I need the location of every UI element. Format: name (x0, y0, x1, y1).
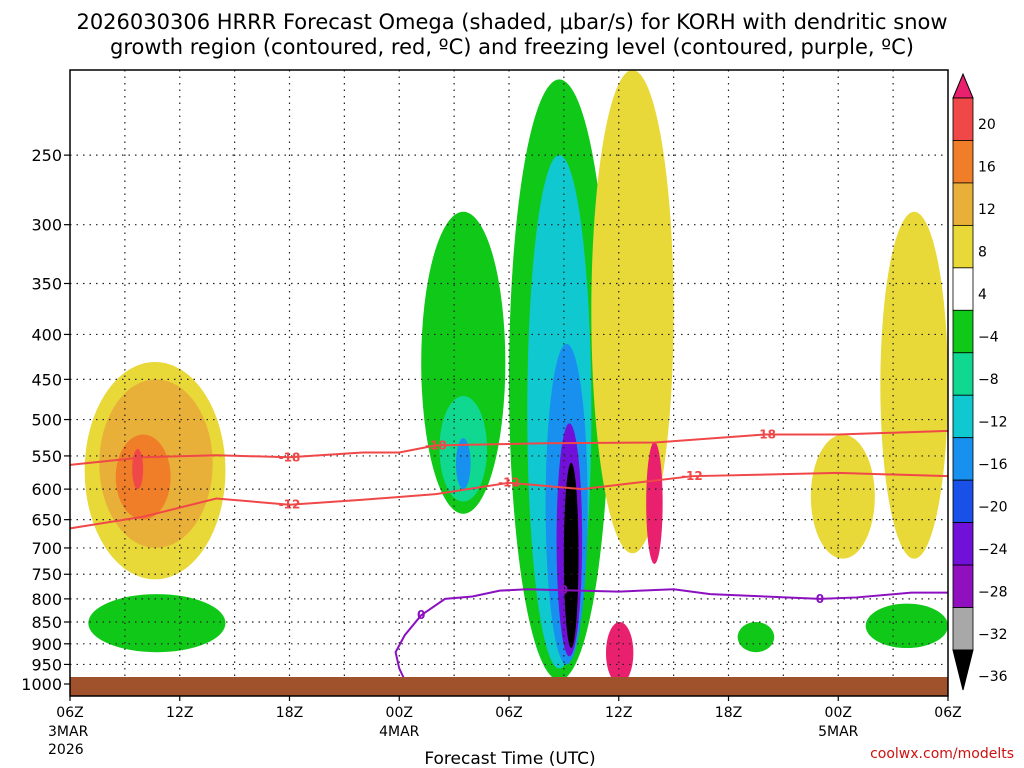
omega-region-15 (880, 211, 948, 559)
xtick-label-2: 18Z (276, 705, 303, 721)
xtick-label-5: 12Z (605, 705, 632, 721)
omega-region-11 (563, 462, 579, 649)
x-axis-label: Forecast Time (UTC) (424, 749, 595, 768)
ytick-label-650: 650 (31, 511, 62, 530)
xtick-year-0: 2026 (48, 742, 84, 758)
grid-lines (70, 70, 948, 696)
y-axis-pressure-ticks: 250 300 350 400 450 500 550 600 650 700 750 800 850 9… (21, 146, 70, 694)
xtick-label-1: 12Z (166, 705, 193, 721)
dgz-contour-1-label-1: -12 (498, 476, 520, 490)
omega-region-6 (455, 438, 471, 490)
omega-region-16 (88, 594, 226, 653)
colorbar-label-10: −24 (978, 542, 1008, 558)
colorbar-swatch-1 (952, 140, 974, 184)
xtick-label-6: 18Z (715, 705, 742, 721)
chart-title-line2: growth region (contoured, red, ºC) and f… (110, 35, 914, 59)
ytick-label-700: 700 (31, 539, 62, 558)
colorbar-swatch-12 (952, 607, 974, 651)
colorbar-label-4: 4 (978, 287, 987, 303)
ytick-label-950: 950 (31, 655, 62, 674)
colorbar-label-11: −28 (978, 584, 1008, 600)
ytick-label-750: 750 (31, 565, 62, 584)
colorbar-swatch-11 (952, 564, 974, 608)
omega-shading-layer (84, 70, 948, 685)
xtick-label-3: 00Z (386, 705, 413, 721)
dgz-contour-1-label-2: -12 (681, 469, 703, 483)
colorbar-swatch-7 (952, 394, 974, 439)
colorbar-bottom-arrow (952, 649, 974, 691)
colorbar-label-0: 20 (978, 117, 996, 133)
colorbar-label-12: −32 (978, 627, 1008, 643)
colorbar-label-5: −4 (978, 330, 999, 346)
credit-text: coolwx.com/modelts (870, 746, 1014, 762)
colorbar-top-arrow (952, 72, 974, 99)
colorbar-swatch-3 (952, 224, 974, 269)
ytick-label-850: 850 (31, 613, 62, 632)
omega-region-14 (810, 434, 875, 559)
dgz-contour-0-label-1: -18 (425, 438, 447, 452)
colorbar-swatch-9 (952, 479, 974, 524)
colorbar-label-3: 8 (978, 245, 987, 261)
xtick-date-7: 5MAR (818, 724, 859, 740)
colorbar-label-13: −36 (978, 669, 1008, 685)
freezing-contour-0-label-0: 0 (417, 608, 425, 622)
omega-region-18 (865, 603, 948, 649)
xtick-label-8: 06Z (934, 705, 961, 721)
colorbar-label-6: −8 (978, 372, 999, 388)
omega-region-12 (591, 70, 674, 554)
chart-title-line1: 2026030306 HRRR Forecast Omega (shaded, … (76, 10, 947, 34)
x-axis-time-ticks: 06Z 3MAR 2026 12Z 18Z 00Z 4MAR 06Z 12Z 18Z 00Z 5MAR… (48, 696, 962, 758)
ytick-label-550: 550 (31, 447, 62, 466)
ground-surface (70, 677, 948, 696)
freezing-contour-0-label-2: 0 (816, 592, 824, 606)
contour-layer: -18 -18 -18 -12 -12 -12 0 0 0 (69, 428, 949, 685)
ytick-label-600: 600 (31, 480, 62, 499)
ytick-label-350: 350 (31, 274, 62, 293)
colorbar-swatch-8 (952, 437, 974, 481)
xtick-label-7: 00Z (825, 705, 852, 721)
freezing-contour-0-line (394, 588, 948, 685)
colorbar-swatch-4 (952, 267, 974, 311)
colorbar-swatch-0 (952, 97, 974, 141)
ytick-label-800: 800 (31, 590, 62, 609)
colorbar-label-7: −12 (978, 414, 1008, 430)
ytick-label-250: 250 (31, 146, 62, 165)
ytick-label-500: 500 (31, 411, 62, 430)
xtick-date-3: 4MAR (379, 724, 420, 740)
dgz-contour-0-label-0: -18 (279, 450, 301, 464)
colorbar-label-8: −16 (978, 457, 1008, 473)
xtick-date-0: 3MAR (48, 724, 89, 740)
omega-region-3 (132, 448, 144, 490)
ytick-label-450: 450 (31, 370, 62, 389)
ytick-label-300: 300 (31, 216, 62, 235)
dgz-contour-1-label-0: -12 (279, 498, 301, 512)
colorbar-swatch-6 (952, 352, 974, 396)
ytick-label-1000: 1000 (21, 675, 62, 694)
ytick-label-900: 900 (31, 635, 62, 654)
xtick-label-4: 06Z (495, 705, 522, 721)
omega-region-13 (646, 441, 663, 564)
dgz-contour-0-label-2: -18 (754, 428, 776, 442)
colorbar-swatch-10 (952, 522, 974, 566)
omega-region-19 (605, 621, 634, 685)
colorbar: 20 16 12 8 4 −4 −8 −12 −16 −20 −24 −28 −32 −36 (952, 72, 1008, 691)
colorbar-label-1: 16 (978, 160, 996, 176)
ytick-label-400: 400 (31, 325, 62, 344)
dgz-contour-0-line (69, 429, 949, 466)
colorbar-swatch-2 (952, 182, 974, 226)
omega-region-2 (115, 434, 171, 520)
xtick-label-0: 06Z (56, 705, 83, 721)
colorbar-label-9: −20 (978, 499, 1008, 515)
omega-region-17 (737, 621, 775, 653)
chart-title: 2026030306 HRRR Forecast Omega (shaded, … (76, 10, 947, 59)
colorbar-swatch-5 (952, 309, 974, 354)
colorbar-label-2: 12 (978, 202, 996, 218)
dgz-contour-1-line (69, 471, 949, 530)
freezing-contour-0-label-1: 0 (560, 583, 568, 597)
